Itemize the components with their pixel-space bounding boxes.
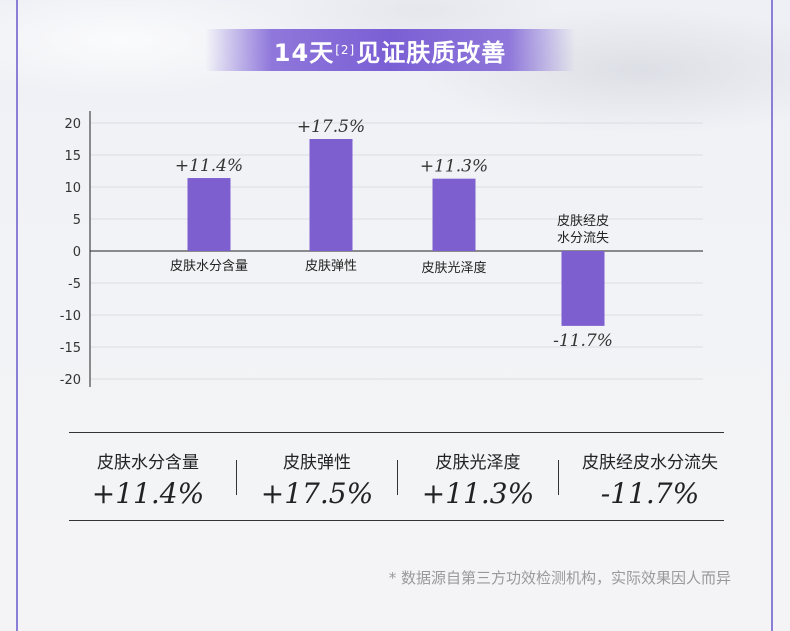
data-label: +17.5% xyxy=(297,117,365,137)
summary-name: 皮肤经皮水分流失 xyxy=(582,453,718,473)
summary-value: +11.4% xyxy=(91,477,205,510)
summary-name: 皮肤光泽度 xyxy=(435,453,521,473)
summary-value: +17.5% xyxy=(260,477,374,510)
y-tick-label: 20 xyxy=(64,117,81,132)
bar xyxy=(187,178,231,251)
data-label: +11.4% xyxy=(175,156,243,176)
banner-title-prefix: 14天 xyxy=(273,38,335,67)
y-tick-label: 15 xyxy=(64,149,81,164)
left-border xyxy=(16,0,18,631)
y-tick-label: -20 xyxy=(60,373,81,388)
category-label: 皮肤经皮 xyxy=(557,214,609,229)
footnote: * 数据源自第三方功效检测机构，实际效果因人而异 xyxy=(388,569,731,587)
summary-top-rule xyxy=(69,432,724,433)
bar-chart: 20 15 10 5 0 -5 -10 -15 -20 +11.4% 皮肤水分含量 +17.5% 皮肤弹… xyxy=(60,111,703,388)
y-tick-label: 0 xyxy=(73,245,81,260)
summary-item-moisture: 皮肤水分含量 +11.4% xyxy=(78,448,218,510)
category-label: 皮肤弹性 xyxy=(305,259,357,274)
summary-bottom-rule xyxy=(69,520,724,521)
bar xyxy=(561,251,605,326)
y-tick-label: -10 xyxy=(60,309,81,324)
summary-name: 皮肤弹性 xyxy=(283,453,351,473)
data-label: +11.3% xyxy=(420,157,488,177)
right-border xyxy=(771,0,773,631)
category-label: 水分流失 xyxy=(557,231,609,246)
summary-separator xyxy=(558,460,559,495)
summary-name: 皮肤水分含量 xyxy=(97,453,199,473)
y-tick-label: -5 xyxy=(68,277,81,292)
summary-value: +11.3% xyxy=(421,477,535,510)
summary-separator xyxy=(397,460,398,495)
y-tick-label: 5 xyxy=(73,213,81,228)
bar xyxy=(432,178,476,251)
summary-item-tewl: 皮肤经皮水分流失 -11.7% xyxy=(570,448,730,510)
summary-item-elasticity: 皮肤弹性 +17.5% xyxy=(252,448,382,510)
title-banner: 14天 [2] 见证肤质改善 xyxy=(205,29,575,71)
banner-title-suffix: 见证肤质改善 xyxy=(356,38,507,67)
y-tick-label: 10 xyxy=(64,181,81,196)
y-tick-label: -15 xyxy=(60,341,81,356)
category-label: 皮肤水分含量 xyxy=(170,258,248,274)
data-label: -11.7% xyxy=(553,331,613,351)
category-label: 皮肤光泽度 xyxy=(421,260,486,276)
summary-item-radiance: 皮肤光泽度 +11.3% xyxy=(413,448,543,510)
bar xyxy=(309,139,353,251)
banner-footnote-ref: [2] xyxy=(335,43,356,57)
summary-value: -11.7% xyxy=(600,477,700,510)
summary-separator xyxy=(236,460,237,495)
